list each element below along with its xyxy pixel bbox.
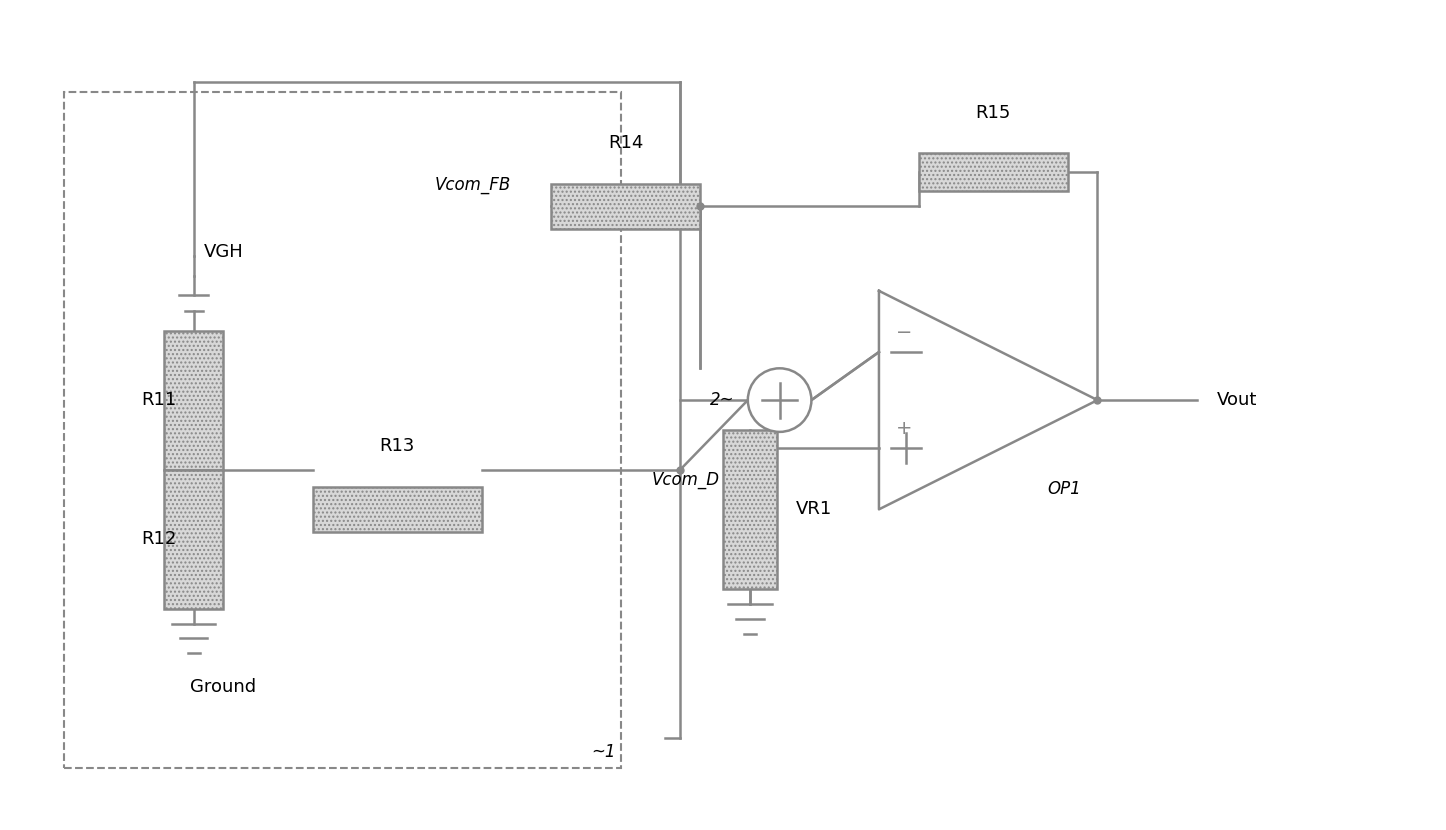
Circle shape: [748, 369, 811, 432]
Text: R12: R12: [142, 530, 176, 548]
Text: +: +: [895, 419, 912, 438]
Bar: [312, 487, 482, 532]
Text: VGH: VGH: [204, 243, 243, 261]
Bar: [163, 330, 223, 470]
Bar: [163, 470, 223, 608]
Text: R14: R14: [607, 134, 643, 152]
Text: Ground: Ground: [191, 678, 256, 696]
Bar: [551, 184, 700, 229]
Text: ~1: ~1: [591, 743, 616, 761]
Text: OP1: OP1: [1048, 480, 1082, 497]
Text: 2~: 2~: [710, 391, 735, 409]
Bar: [918, 153, 1067, 191]
Text: R11: R11: [142, 391, 176, 409]
Text: −: −: [895, 323, 912, 342]
Text: Vout: Vout: [1216, 391, 1257, 409]
Text: R13: R13: [379, 437, 415, 455]
Bar: [723, 430, 777, 588]
Text: R15: R15: [976, 104, 1011, 122]
Text: Vcom_D: Vcom_D: [652, 471, 720, 489]
Text: VR1: VR1: [797, 500, 833, 519]
Text: Vcom_FB: Vcom_FB: [435, 176, 512, 193]
Bar: [65, 92, 620, 768]
